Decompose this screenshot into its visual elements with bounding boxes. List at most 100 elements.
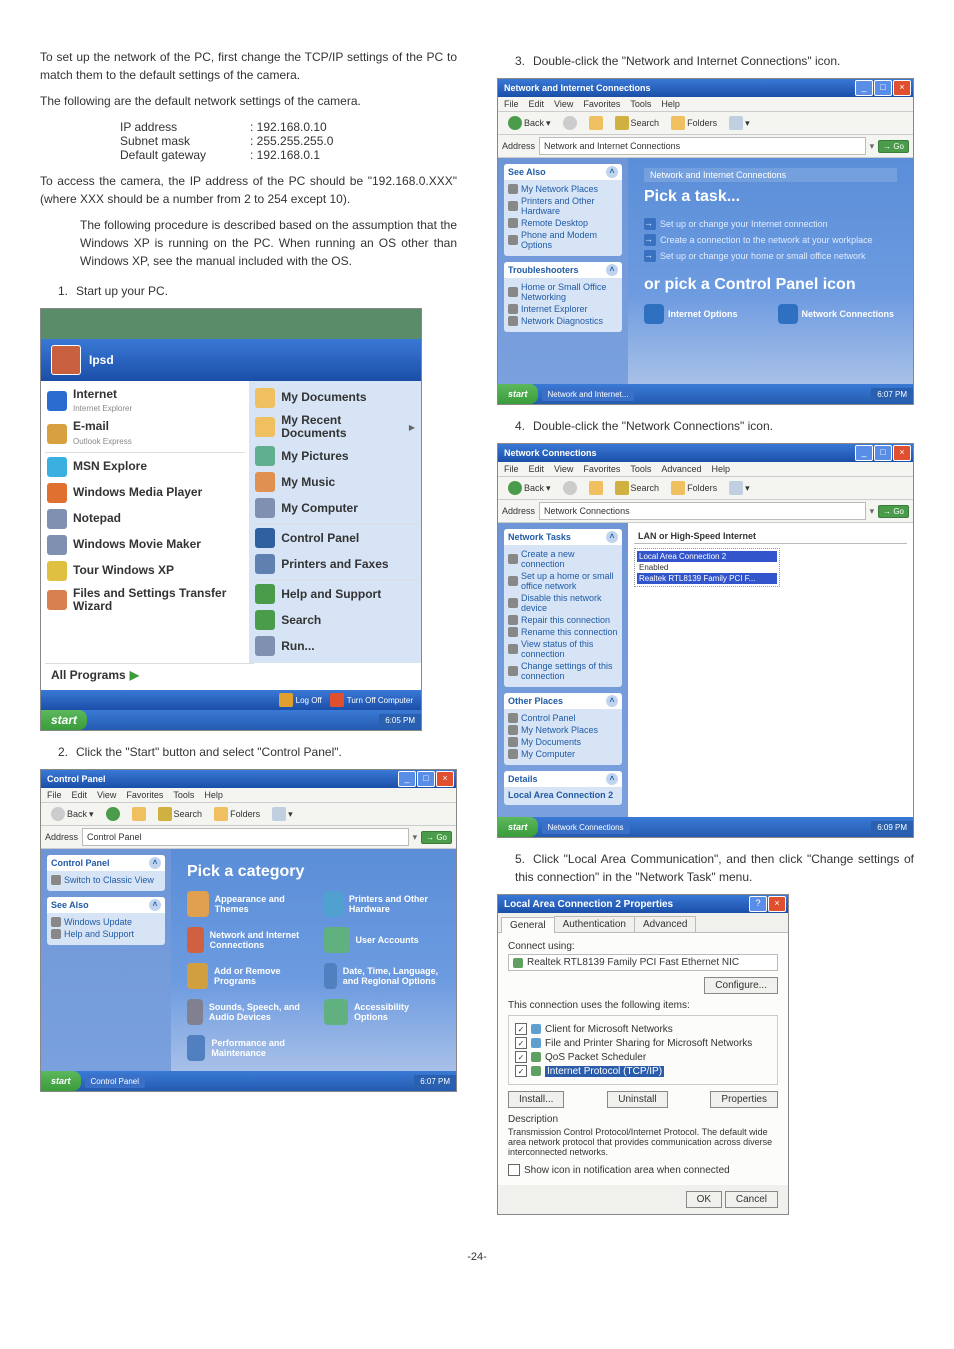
tab[interactable]: Advanced bbox=[634, 916, 696, 932]
menu-item[interactable]: Help bbox=[204, 790, 223, 800]
sidebar-link[interactable]: Create a new connection bbox=[508, 548, 618, 570]
forward-button[interactable] bbox=[559, 480, 581, 496]
taskbar-item[interactable]: Control Panel bbox=[85, 1075, 145, 1088]
start-left-item[interactable]: Windows Media Player bbox=[45, 480, 245, 506]
chevron-icon[interactable]: ˄ bbox=[149, 899, 161, 911]
minimize-button[interactable]: _ bbox=[855, 80, 873, 96]
views-button[interactable]: ▾ bbox=[268, 806, 297, 822]
logoff-button[interactable]: Log Off bbox=[279, 693, 322, 707]
sidebar-link[interactable]: Set up a home or small office network bbox=[508, 570, 618, 592]
up-button[interactable] bbox=[128, 806, 150, 822]
sidebar-link[interactable]: Help and Support bbox=[51, 928, 161, 940]
menu-item[interactable]: View bbox=[554, 99, 573, 109]
forward-button[interactable] bbox=[102, 806, 124, 822]
sidebar-link[interactable]: Disable this network device bbox=[508, 592, 618, 614]
chevron-icon[interactable]: ˄ bbox=[606, 531, 618, 543]
back-button[interactable]: Back ▾ bbox=[504, 115, 555, 131]
tab[interactable]: General bbox=[501, 917, 555, 933]
configure-button[interactable]: Configure... bbox=[704, 977, 778, 994]
chevron-icon[interactable]: ˄ bbox=[149, 857, 161, 869]
properties-button[interactable]: Properties bbox=[710, 1091, 778, 1108]
sidebar-link[interactable]: Repair this connection bbox=[508, 614, 618, 626]
close-button[interactable]: × bbox=[768, 896, 786, 912]
minimize-button[interactable]: _ bbox=[855, 445, 873, 461]
task-link[interactable]: →Create a connection to the network at y… bbox=[644, 232, 897, 248]
chevron-icon[interactable]: ˄ bbox=[606, 695, 618, 707]
folders-button[interactable]: Folders bbox=[210, 806, 264, 822]
start-left-item[interactable]: MSN Explore bbox=[45, 452, 245, 480]
sidebar-link[interactable]: My Computer bbox=[508, 748, 618, 760]
address-input[interactable]: Control Panel bbox=[82, 828, 409, 846]
cp-icon[interactable]: Internet Options bbox=[644, 304, 738, 324]
start-right-item[interactable]: Search bbox=[253, 607, 417, 633]
start-left-item[interactable]: E-mailOutlook Express bbox=[45, 417, 245, 449]
protocol-item[interactable]: ✓ QoS Packet Scheduler bbox=[515, 1050, 771, 1064]
menu-item[interactable]: Favorites bbox=[126, 790, 163, 800]
start-right-item[interactable]: My Pictures bbox=[253, 443, 417, 469]
menu-item[interactable]: Advanced bbox=[661, 464, 701, 474]
cp-icon[interactable]: Network Connections bbox=[778, 304, 895, 324]
start-button[interactable]: start bbox=[41, 1071, 81, 1091]
sidebar-link[interactable]: My Documents bbox=[508, 736, 618, 748]
uninstall-button[interactable]: Uninstall bbox=[607, 1091, 667, 1108]
maximize-button[interactable]: □ bbox=[874, 80, 892, 96]
minimize-button[interactable]: _ bbox=[398, 771, 416, 787]
sidebar-link[interactable]: My Network Places bbox=[508, 183, 618, 195]
menu-item[interactable]: File bbox=[504, 464, 519, 474]
start-right-item[interactable]: Run... bbox=[253, 633, 417, 659]
menu-item[interactable]: Tools bbox=[173, 790, 194, 800]
sidebar-link[interactable]: Rename this connection bbox=[508, 626, 618, 638]
all-programs[interactable]: All Programs ▶ bbox=[45, 663, 254, 686]
menu-item[interactable]: Help bbox=[711, 464, 730, 474]
search-button[interactable]: Search bbox=[611, 115, 664, 131]
address-input[interactable]: Network and Internet Connections bbox=[539, 137, 866, 155]
menu-item[interactable]: View bbox=[97, 790, 116, 800]
turnoff-button[interactable]: Turn Off Computer bbox=[330, 693, 413, 707]
chevron-icon[interactable]: ˄ bbox=[606, 166, 618, 178]
address-input[interactable]: Network Connections bbox=[539, 502, 866, 520]
menu-item[interactable]: Edit bbox=[529, 464, 545, 474]
menu-item[interactable]: Favorites bbox=[583, 464, 620, 474]
category-item[interactable]: Date, Time, Language, and Regional Optio… bbox=[324, 963, 441, 989]
sidebar-link[interactable]: View status of this connection bbox=[508, 638, 618, 660]
sidebar-link[interactable]: Internet Explorer bbox=[508, 303, 618, 315]
category-item[interactable]: Add or Remove Programs bbox=[187, 963, 304, 989]
menu-item[interactable]: File bbox=[47, 790, 62, 800]
install-button[interactable]: Install... bbox=[508, 1091, 564, 1108]
start-left-item[interactable]: Notepad bbox=[45, 506, 245, 532]
folders-button[interactable]: Folders bbox=[667, 115, 721, 131]
sidebar-link[interactable]: Remote Desktop bbox=[508, 217, 618, 229]
views-button[interactable]: ▾ bbox=[725, 480, 754, 496]
sidebar-link[interactable]: Home or Small Office Networking bbox=[508, 281, 618, 303]
go-button[interactable]: → Go bbox=[421, 831, 452, 844]
category-item[interactable]: User Accounts bbox=[324, 927, 441, 953]
start-right-item[interactable]: My Recent Documents ▶ bbox=[253, 411, 417, 443]
close-button[interactable]: × bbox=[436, 771, 454, 787]
maximize-button[interactable]: □ bbox=[417, 771, 435, 787]
views-button[interactable]: ▾ bbox=[725, 115, 754, 131]
protocol-item[interactable]: ✓ File and Printer Sharing for Microsoft… bbox=[515, 1036, 771, 1050]
start-button[interactable]: start bbox=[498, 817, 538, 837]
start-right-item[interactable]: Printers and Faxes bbox=[253, 551, 417, 577]
menu-item[interactable]: Help bbox=[661, 99, 680, 109]
folders-button[interactable]: Folders bbox=[667, 480, 721, 496]
start-left-item[interactable]: Files and Settings Transfer Wizard bbox=[45, 584, 245, 616]
ok-button[interactable]: OK bbox=[686, 1191, 722, 1208]
menu-item[interactable]: Edit bbox=[529, 99, 545, 109]
back-button[interactable]: Back ▾ bbox=[47, 806, 98, 822]
back-button[interactable]: Back ▾ bbox=[504, 480, 555, 496]
go-button[interactable]: → Go bbox=[878, 505, 909, 518]
forward-button[interactable] bbox=[559, 115, 581, 131]
start-button[interactable]: start bbox=[498, 384, 538, 404]
close-button[interactable]: × bbox=[893, 445, 911, 461]
menu-item[interactable]: Edit bbox=[72, 790, 88, 800]
sidebar-link[interactable]: Control Panel bbox=[508, 712, 618, 724]
category-item[interactable]: Performance and Maintenance bbox=[187, 1035, 304, 1061]
start-right-item[interactable]: My Music bbox=[253, 469, 417, 495]
start-right-item[interactable]: Control Panel bbox=[253, 523, 417, 551]
taskbar-item[interactable]: Network and Internet... bbox=[542, 388, 635, 401]
start-right-item[interactable]: My Documents bbox=[253, 385, 417, 411]
tab[interactable]: Authentication bbox=[554, 916, 635, 932]
show-icon-check[interactable]: Show icon in notification area when conn… bbox=[508, 1163, 778, 1177]
task-link[interactable]: →Set up or change your Internet connecti… bbox=[644, 216, 897, 232]
